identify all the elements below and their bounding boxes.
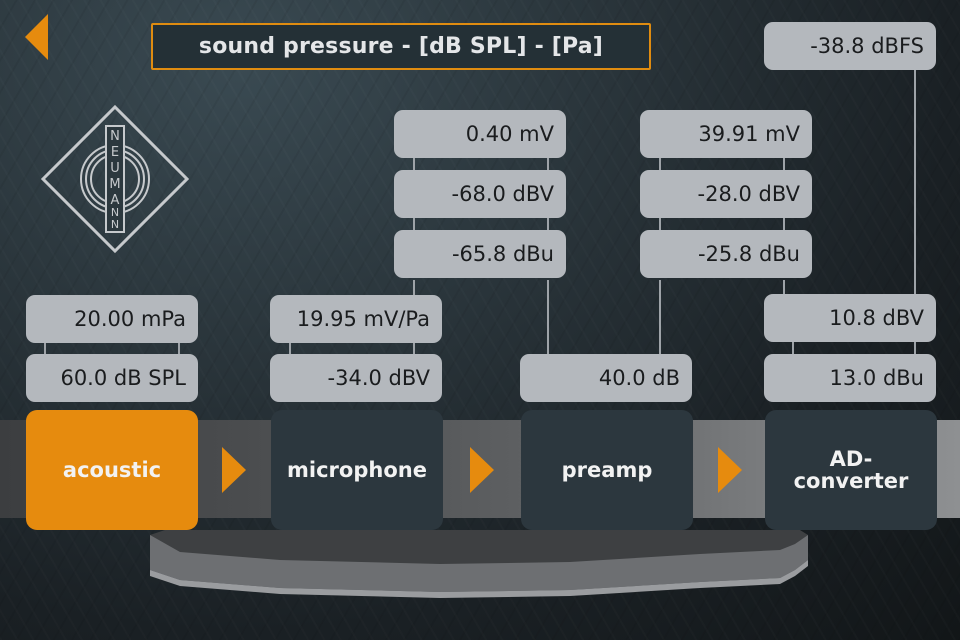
mic-output-dbv-value[interactable]: -68.0 dBV xyxy=(394,170,566,218)
connector-line xyxy=(783,218,785,230)
preamp-output-mv-value[interactable]: 39.91 mV xyxy=(640,110,812,158)
svg-text:E: E xyxy=(111,145,119,160)
platform-decoration xyxy=(150,530,808,598)
preamp-output-dbu-value[interactable]: -25.8 dBu xyxy=(640,230,812,278)
svg-text:M: M xyxy=(109,177,120,192)
svg-text:U: U xyxy=(110,161,120,176)
connector-line xyxy=(547,158,549,170)
stage-ad-converter[interactable]: AD- converter xyxy=(765,410,937,530)
triangle-right-icon xyxy=(470,447,494,493)
connector-line xyxy=(783,158,785,170)
triangle-left-icon xyxy=(25,14,48,60)
ad-reference-dbv-value[interactable]: 10.8 dBV xyxy=(764,294,936,342)
svg-text:N: N xyxy=(110,129,120,144)
mic-output-dbu-value[interactable]: -65.8 dBu xyxy=(394,230,566,278)
connector-line xyxy=(792,342,794,354)
preamp-output-dbv-value[interactable]: -28.0 dBV xyxy=(640,170,812,218)
mic-output-mv-value[interactable]: 0.40 mV xyxy=(394,110,566,158)
stage-microphone[interactable]: microphone xyxy=(271,410,443,530)
stage-label: preamp xyxy=(561,458,653,482)
stage-label: AD- converter xyxy=(793,447,909,493)
connector-line xyxy=(44,342,46,354)
preamp-gain-value[interactable]: 40.0 dB xyxy=(520,354,692,402)
chain-arrow xyxy=(718,447,742,493)
connector-line xyxy=(783,280,785,294)
ad-dbfs-value[interactable]: -38.8 dBFS xyxy=(764,22,936,70)
acoustic-spl-value[interactable]: 60.0 dB SPL xyxy=(26,354,198,402)
stage-preamp[interactable]: preamp xyxy=(521,410,693,530)
connector-line xyxy=(413,218,415,230)
connector-line xyxy=(547,218,549,230)
svg-text:N: N xyxy=(111,218,119,231)
mic-sensitivity-dbv-value[interactable]: -34.0 dBV xyxy=(270,354,442,402)
connector-line xyxy=(914,70,916,294)
mic-sensitivity-value[interactable]: 19.95 mV/Pa xyxy=(270,295,442,343)
ad-reference-dbu-value[interactable]: 13.0 dBu xyxy=(764,354,936,402)
svg-text:A: A xyxy=(111,193,120,208)
connector-line xyxy=(659,280,661,354)
connector-line xyxy=(659,158,661,170)
connector-line xyxy=(547,280,549,354)
stage-acoustic[interactable]: acoustic xyxy=(26,410,198,530)
acoustic-pressure-value[interactable]: 20.00 mPa xyxy=(26,295,198,343)
connector-line xyxy=(178,342,180,354)
connector-line xyxy=(659,218,661,230)
back-button[interactable] xyxy=(24,12,50,62)
page-title[interactable]: sound pressure - [dB SPL] - [Pa] xyxy=(151,23,651,70)
connector-line xyxy=(914,342,916,354)
neumann-logo-icon: N E U M A N N xyxy=(40,104,190,254)
stage-label: microphone xyxy=(287,458,427,482)
svg-text:N: N xyxy=(111,206,119,219)
page-title-label: sound pressure - [dB SPL] - [Pa] xyxy=(198,34,604,59)
chain-arrow xyxy=(470,447,494,493)
chain-arrow xyxy=(222,447,246,493)
connector-line xyxy=(289,342,291,354)
triangle-right-icon xyxy=(718,447,742,493)
stage-label: acoustic xyxy=(62,458,162,482)
connector-line xyxy=(413,158,415,170)
triangle-right-icon xyxy=(222,447,246,493)
